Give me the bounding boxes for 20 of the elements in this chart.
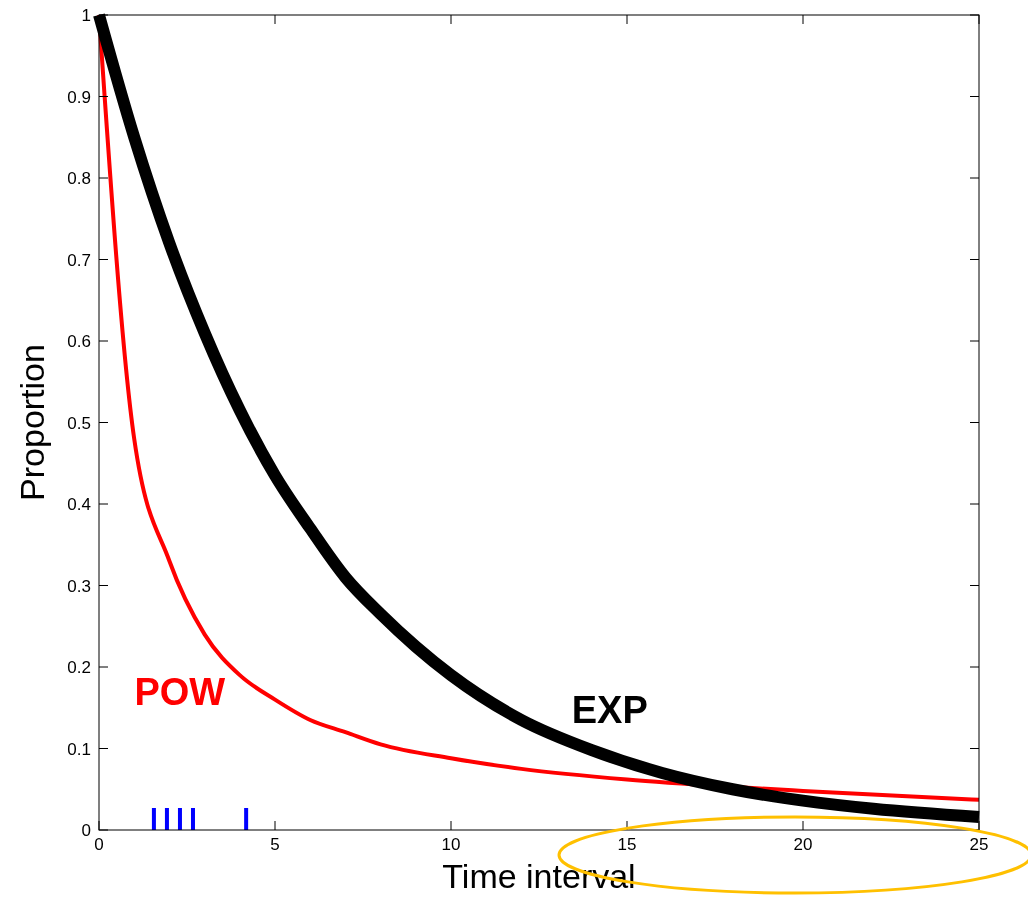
y-tick-label: 0: [81, 821, 91, 840]
series-label: EXP: [571, 689, 648, 732]
y-tick-label: 0.8: [67, 169, 91, 188]
series-label: POW: [134, 671, 226, 714]
x-tick-label: 15: [617, 835, 637, 854]
x-tick-label: 0: [94, 835, 104, 854]
y-tick-label: 1: [81, 6, 91, 25]
y-tick-label: 0.7: [67, 250, 91, 270]
x-tick-label: 25: [969, 835, 989, 854]
y-tick-label: 0.9: [67, 87, 91, 107]
y-tick-label: 0.2: [67, 658, 91, 677]
y-tick-label: 0.5: [67, 413, 91, 433]
x-tick-label: 5: [270, 835, 280, 854]
y-tick-label: 0.4: [67, 495, 91, 514]
x-tick-label: 20: [793, 835, 813, 854]
y-axis-title: Proportion: [13, 344, 51, 501]
y-tick-label: 0.6: [67, 332, 91, 351]
y-tick-label: 0.1: [67, 739, 91, 759]
x-tick-label: 10: [441, 835, 461, 854]
y-tick-label: 0.3: [67, 576, 91, 596]
